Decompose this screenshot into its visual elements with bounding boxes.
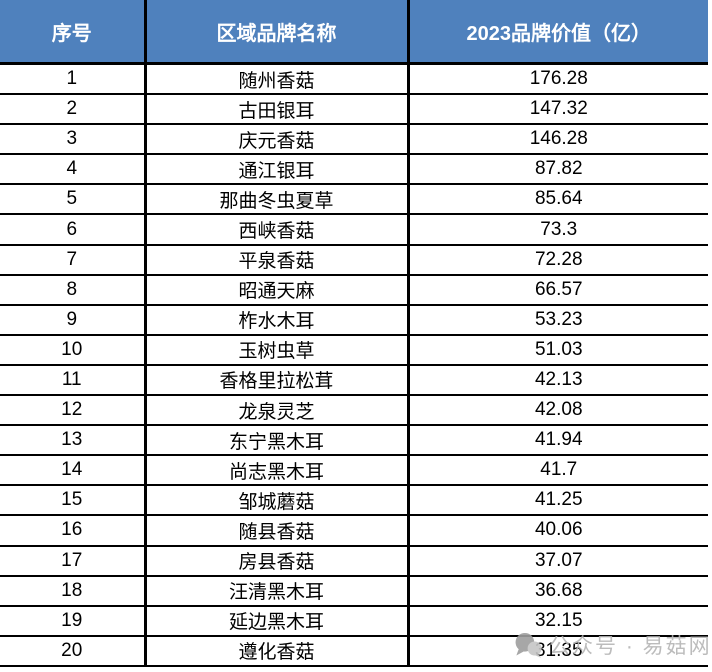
row-index-cell: 16 bbox=[0, 515, 147, 547]
table-row: 9 柞水木耳 53.23 bbox=[0, 304, 708, 336]
table-row: 15 邹城蘑菇 41.25 bbox=[0, 485, 708, 517]
table-row: 10 玉树虫草 51.03 bbox=[0, 334, 708, 366]
table-row: 1 随州香菇 176.28 bbox=[0, 63, 708, 96]
brand-value-cell: 51.03 bbox=[408, 334, 708, 366]
brand-name-cell: 随州香菇 bbox=[145, 63, 410, 96]
table-row: 8 昭通天麻 66.57 bbox=[0, 274, 708, 306]
row-index-cell: 3 bbox=[0, 124, 147, 156]
brand-value-cell: 41.7 bbox=[408, 455, 708, 487]
col-header-brand-name: 区域品牌名称 bbox=[145, 0, 410, 65]
brand-name-cell: 随县香菇 bbox=[145, 515, 410, 547]
col-header-brand-value: 2023品牌价值（亿） bbox=[408, 0, 708, 65]
table-row: 20 遵化香菇 31.35 bbox=[0, 635, 708, 667]
table-row: 7 平泉香菇 72.28 bbox=[0, 244, 708, 276]
row-index-cell: 13 bbox=[0, 425, 147, 457]
table-row: 19 延边黑木耳 32.15 bbox=[0, 605, 708, 637]
brand-value-cell: 37.07 bbox=[408, 545, 708, 577]
table-row: 6 西峡香菇 73.3 bbox=[0, 214, 708, 246]
row-index-cell: 14 bbox=[0, 455, 147, 487]
row-index-cell: 8 bbox=[0, 274, 147, 306]
brand-name-cell: 通江银耳 bbox=[145, 154, 410, 186]
row-index-cell: 7 bbox=[0, 244, 147, 276]
row-index-cell: 18 bbox=[0, 575, 147, 607]
brand-value-cell: 147.32 bbox=[408, 94, 708, 126]
row-index-cell: 10 bbox=[0, 334, 147, 366]
header-row: 序号 区域品牌名称 2023品牌价值（亿） bbox=[0, 0, 708, 65]
brand-value-cell: 85.64 bbox=[408, 184, 708, 216]
brand-value-cell: 40.06 bbox=[408, 515, 708, 547]
brand-name-cell: 平泉香菇 bbox=[145, 244, 410, 276]
row-index-cell: 19 bbox=[0, 605, 147, 637]
brand-value-cell: 41.25 bbox=[408, 485, 708, 517]
table-row: 4 通江银耳 87.82 bbox=[0, 154, 708, 186]
table-row: 12 龙泉灵芝 42.08 bbox=[0, 395, 708, 427]
brand-name-cell: 尚志黑木耳 bbox=[145, 455, 410, 487]
row-index-cell: 20 bbox=[0, 635, 147, 667]
row-index-cell: 9 bbox=[0, 304, 147, 336]
table-row: 14 尚志黑木耳 41.7 bbox=[0, 455, 708, 487]
brand-name-cell: 房县香菇 bbox=[145, 545, 410, 577]
table-row: 16 随县香菇 40.06 bbox=[0, 515, 708, 547]
row-index-cell: 6 bbox=[0, 214, 147, 246]
col-header-index: 序号 bbox=[0, 0, 147, 65]
brand-name-cell: 汪清黑木耳 bbox=[145, 575, 410, 607]
brand-value-cell: 73.3 bbox=[408, 214, 708, 246]
brand-value-cell: 146.28 bbox=[408, 124, 708, 156]
table-row: 11 香格里拉松茸 42.13 bbox=[0, 364, 708, 397]
brand-value-cell: 66.57 bbox=[408, 274, 708, 306]
brand-name-cell: 延边黑木耳 bbox=[145, 605, 410, 637]
brand-name-cell: 香格里拉松茸 bbox=[145, 364, 410, 397]
brand-value-cell: 72.28 bbox=[408, 244, 708, 276]
row-index-cell: 15 bbox=[0, 485, 147, 517]
brand-value-cell: 36.68 bbox=[408, 575, 708, 607]
brand-value-cell: 176.28 bbox=[408, 63, 708, 96]
brand-name-cell: 龙泉灵芝 bbox=[145, 395, 410, 427]
row-index-cell: 5 bbox=[0, 184, 147, 216]
row-index-cell: 17 bbox=[0, 545, 147, 577]
row-index-cell: 2 bbox=[0, 94, 147, 126]
row-index-cell: 11 bbox=[0, 364, 147, 397]
brand-name-cell: 庆元香菇 bbox=[145, 124, 410, 156]
table-row: 17 房县香菇 37.07 bbox=[0, 545, 708, 577]
brand-name-cell: 玉树虫草 bbox=[145, 334, 410, 366]
row-index-cell: 1 bbox=[0, 63, 147, 96]
brand-value-cell: 31.35 bbox=[408, 635, 708, 667]
brand-name-cell: 昭通天麻 bbox=[145, 274, 410, 306]
table-row: 13 东宁黑木耳 41.94 bbox=[0, 425, 708, 457]
brand-name-cell: 邹城蘑菇 bbox=[145, 485, 410, 517]
table-row: 3 庆元香菇 146.28 bbox=[0, 124, 708, 156]
table-row: 5 那曲冬虫夏草 85.64 bbox=[0, 184, 708, 216]
brand-name-cell: 西峡香菇 bbox=[145, 214, 410, 246]
brand-value-cell: 41.94 bbox=[408, 425, 708, 457]
brand-value-cell: 53.23 bbox=[408, 304, 708, 336]
row-index-cell: 12 bbox=[0, 395, 147, 427]
table-row: 2 古田银耳 147.32 bbox=[0, 94, 708, 126]
brand-value-cell: 42.13 bbox=[408, 364, 708, 397]
table-row: 18 汪清黑木耳 36.68 bbox=[0, 575, 708, 607]
row-index-cell: 4 bbox=[0, 154, 147, 186]
brand-name-cell: 柞水木耳 bbox=[145, 304, 410, 336]
brand-name-cell: 东宁黑木耳 bbox=[145, 425, 410, 457]
brand-value-cell: 32.15 bbox=[408, 605, 708, 637]
brand-value-cell: 87.82 bbox=[408, 154, 708, 186]
table-body: 1 随州香菇 176.28 2 古田银耳 147.32 3 庆元香菇 146.28 4 通江银耳 87… bbox=[0, 63, 708, 667]
brand-name-cell: 那曲冬虫夏草 bbox=[145, 184, 410, 216]
brand-name-cell: 古田银耳 bbox=[145, 94, 410, 126]
brand-value-cell: 42.08 bbox=[408, 395, 708, 427]
brand-name-cell: 遵化香菇 bbox=[145, 635, 410, 667]
